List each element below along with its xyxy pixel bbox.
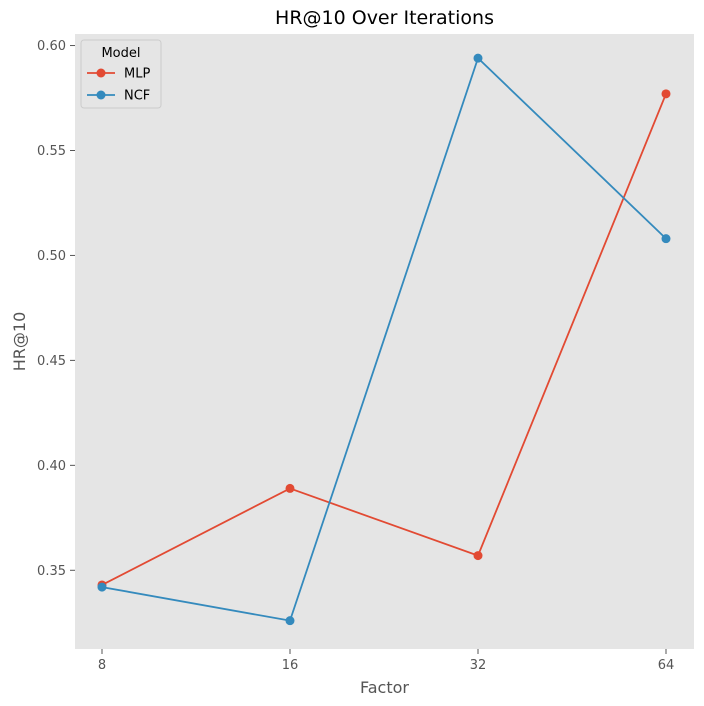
y-tick-label: 0.55	[37, 144, 66, 159]
data-point-mlp	[473, 551, 483, 561]
y-tick-label: 0.60	[37, 39, 66, 54]
y-tick-label: 0.50	[37, 249, 66, 264]
x-tick-label: 64	[658, 658, 675, 673]
data-point-ncf	[97, 582, 107, 592]
y-tick-label: 0.35	[37, 564, 66, 579]
legend: Model MLP NCF	[80, 39, 162, 109]
data-point-mlp	[661, 89, 671, 99]
y-axis-label: HR@10	[10, 312, 29, 372]
legend-marker-mlp	[96, 68, 106, 78]
y-tick-label: 0.40	[37, 459, 66, 474]
series-line-ncf	[101, 56, 667, 622]
chart-title: HR@10 Over Iterations	[275, 7, 494, 29]
plot-area	[75, 34, 694, 649]
x-axis: 8 16 32 64	[98, 649, 674, 673]
x-tick-label: 32	[470, 658, 487, 673]
series-line-mlp	[101, 93, 667, 586]
legend-marker-ncf	[96, 90, 106, 100]
y-tick-label: 0.45	[37, 354, 66, 369]
legend-title: Model	[101, 46, 140, 61]
x-tick-label: 8	[98, 658, 106, 673]
data-point-mlp	[285, 483, 295, 493]
y-axis: 0.35 0.40 0.45 0.50 0.55 0.60	[37, 39, 75, 579]
series-layer	[97, 53, 671, 626]
legend-label-mlp: MLP	[124, 67, 150, 82]
data-point-ncf	[661, 234, 671, 244]
x-axis-label: Factor	[360, 678, 409, 697]
data-point-ncf	[473, 53, 483, 63]
data-point-ncf	[285, 616, 295, 626]
x-tick-label: 16	[282, 658, 299, 673]
legend-label-ncf: NCF	[124, 89, 150, 104]
